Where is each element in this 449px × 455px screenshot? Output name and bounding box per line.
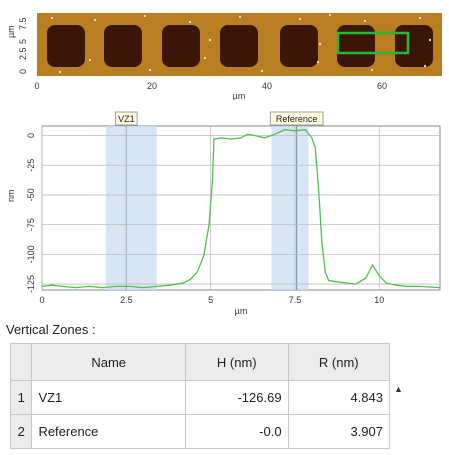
table-row[interactable]: 2 Reference -0.0 3.907	[9, 414, 391, 449]
zone-r-cell[interactable]: 4.843	[287, 380, 391, 415]
surface-particle	[370, 68, 374, 72]
surface-particle	[50, 16, 54, 20]
y-tick-label: -125	[26, 275, 36, 293]
column-header-r[interactable]: R (nm)	[287, 343, 391, 381]
y-tick-label: -50	[26, 188, 36, 201]
afm-y-tick: 7.5	[18, 17, 28, 30]
surface-particle	[428, 38, 432, 42]
afm-height-image: µm 0 2.5 5 7.5 0 20 40 60 µm	[6, 13, 442, 100]
afm-y-tick: 5	[18, 39, 28, 44]
zone-label-box	[115, 111, 138, 126]
afm-x-tick: 0	[34, 81, 39, 91]
table-corner-cell	[9, 343, 33, 381]
island-pad	[395, 25, 433, 67]
x-tick-label: 2.5	[120, 295, 133, 305]
height-profile-line	[41, 128, 441, 289]
column-header-name[interactable]: Name	[31, 343, 186, 381]
surface-particle	[423, 64, 427, 68]
zone-label-box	[269, 111, 324, 126]
row-index: 2	[9, 414, 33, 449]
vertical-zone-band[interactable]	[271, 126, 309, 290]
afm-y-tick: 0	[18, 69, 28, 74]
vertical-zones-title: Vertical Zones :	[6, 322, 96, 337]
table-header-row: Name H (nm) R (nm)	[9, 343, 391, 381]
surface-particle	[328, 13, 332, 17]
surface-particle	[203, 56, 207, 60]
x-tick-label: 5	[208, 295, 213, 305]
surface-particle	[260, 69, 264, 73]
profile-y-axis-unit: nm	[6, 189, 16, 202]
surface-particle	[58, 70, 62, 74]
scroll-up-arrow-icon[interactable]: ▲	[394, 384, 403, 394]
surface-particle	[363, 19, 367, 23]
zone-name-cell[interactable]: VZ1	[31, 380, 186, 415]
y-tick-label: 0	[26, 133, 36, 138]
x-tick-label: 10	[374, 295, 384, 305]
zone-label: Reference	[276, 114, 318, 124]
afm-x-tick: 60	[377, 81, 387, 91]
surface-particle	[148, 68, 152, 72]
island-pad	[47, 25, 85, 67]
afm-x-tick: 40	[262, 81, 272, 91]
afm-x-tick: 20	[147, 81, 157, 91]
zone-label-tag[interactable]: Reference	[269, 111, 324, 126]
y-tick-label: -25	[26, 159, 36, 172]
row-index: 1	[9, 380, 33, 415]
x-tick-label: 7.5	[289, 295, 302, 305]
zone-r-cell[interactable]: 3.907	[287, 414, 391, 449]
surface-particle	[143, 14, 147, 18]
zone-label: VZ1	[118, 114, 135, 124]
surface-particle	[188, 20, 192, 24]
afm-y-axis-unit: µm	[6, 25, 16, 38]
vertical-zone-band[interactable]	[106, 126, 157, 290]
zone-h-cell[interactable]: -126.69	[184, 380, 289, 415]
vertical-zones-table: Name H (nm) R (nm) 1 VZ1 -126.69 4.843 2…	[9, 343, 391, 449]
zone-label-tag[interactable]: VZ1	[115, 111, 138, 126]
island-pad	[280, 25, 318, 67]
surface-particle	[318, 42, 322, 46]
profile-x-axis-unit: µm	[235, 306, 248, 316]
y-tick-label: -100	[26, 245, 36, 263]
zone-name-cell[interactable]: Reference	[31, 414, 186, 449]
surface-particle	[316, 60, 320, 64]
afm-x-axis-unit: µm	[233, 91, 246, 100]
island-pad	[337, 25, 375, 67]
surface-particle	[208, 38, 212, 42]
surface-particle	[298, 17, 302, 21]
island-pad	[162, 25, 200, 67]
afm-y-tick: 2.5	[18, 47, 28, 60]
surface-particle	[418, 16, 422, 20]
plot-area	[41, 125, 441, 291]
surface-particle	[238, 15, 242, 19]
surface-particle	[88, 58, 92, 62]
zone-h-cell[interactable]: -0.0	[184, 414, 289, 449]
column-header-h[interactable]: H (nm)	[184, 343, 289, 381]
y-tick-label: -75	[26, 218, 36, 231]
selection-box[interactable]	[336, 31, 410, 55]
x-tick-label: 0	[39, 295, 44, 305]
island-pad	[220, 25, 258, 67]
table-row[interactable]: 1 VZ1 -126.69 4.843	[9, 380, 391, 415]
surface-particle	[93, 18, 97, 22]
island-pad	[104, 25, 142, 67]
